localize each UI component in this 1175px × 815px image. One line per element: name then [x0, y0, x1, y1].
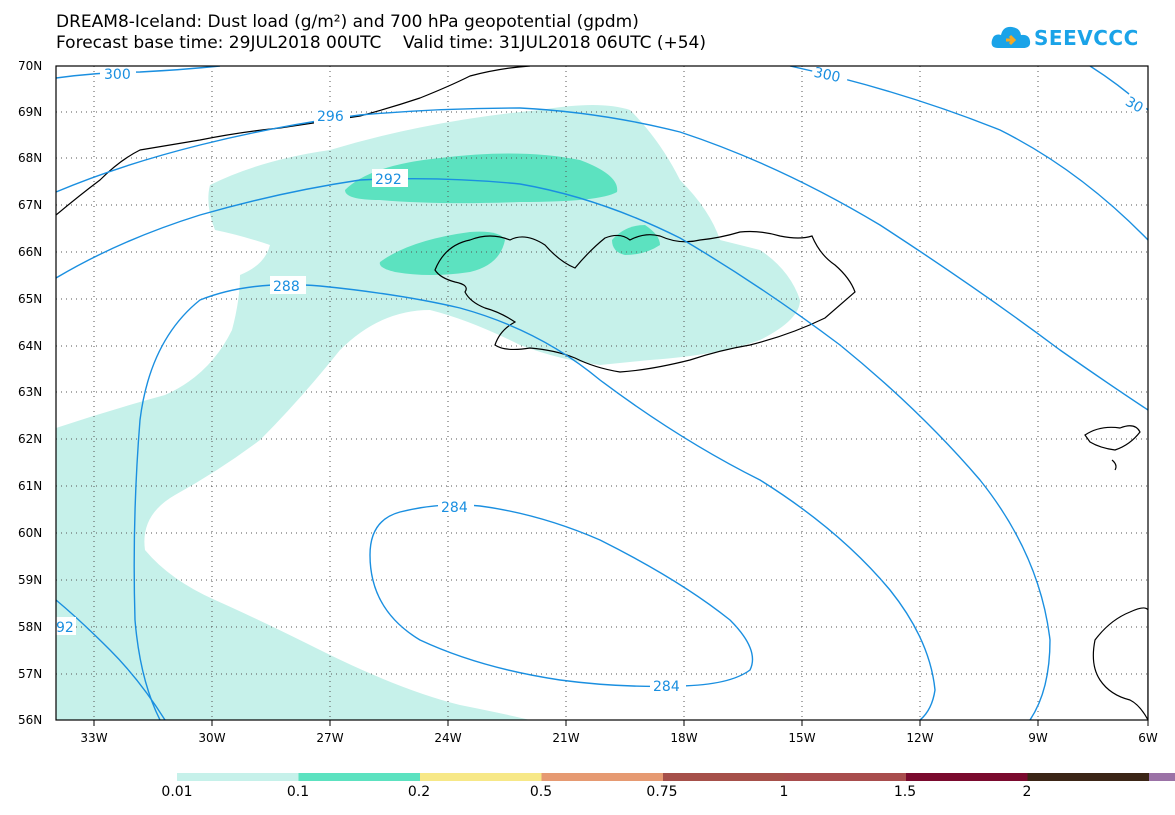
contour-label: 296: [317, 109, 344, 125]
colorbar: [177, 773, 1175, 781]
colorbar-segment: [906, 773, 1028, 781]
geopotential-contours: [56, 66, 1148, 720]
colorbar-label: 0.01: [161, 784, 193, 800]
lon-label: 21W: [552, 731, 579, 745]
lon-label: 12W: [906, 731, 933, 745]
contour-292: [56, 177, 1051, 720]
lon-label: 24W: [434, 731, 461, 745]
graticule: [56, 66, 1148, 720]
colorbar-label: 1: [779, 784, 789, 800]
contour-300-west: [56, 66, 221, 79]
latitude-labels: 70N 69N 68N 67N 66N 65N 64N 63N 62N 61N …: [18, 59, 42, 727]
lat-label: 58N: [18, 620, 42, 634]
contour-292-south: [56, 599, 166, 720]
lat-label: 60N: [18, 526, 42, 540]
colorbar-segment: [177, 773, 299, 781]
lon-label: 6W: [1138, 731, 1158, 745]
dust-area-medium-east: [612, 225, 660, 255]
lat-label: 63N: [18, 385, 42, 399]
colorbar-segment: [298, 773, 421, 781]
lat-label: 65N: [18, 292, 42, 306]
colorbar-label: 0.75: [646, 784, 678, 800]
scotland-coast: [1092, 607, 1148, 720]
lon-label: 27W: [316, 731, 343, 745]
contour-label: 284: [653, 679, 680, 695]
faroe-coast: [1084, 425, 1141, 471]
colorbar-label: 0.1: [286, 784, 310, 800]
lat-label: 59N: [18, 573, 42, 587]
contour-label: 292: [375, 172, 402, 188]
lon-label: 15W: [788, 731, 815, 745]
colorbar-segment: [784, 773, 907, 781]
lat-label: 66N: [18, 245, 42, 259]
lat-label: 70N: [18, 59, 42, 73]
contour-label: 92: [56, 620, 74, 636]
lat-label: 68N: [18, 151, 42, 165]
contour-288: [133, 283, 936, 720]
colorbar-label: 2: [1022, 784, 1032, 800]
colorbar-label: 0.2: [407, 784, 431, 800]
longitude-labels: 33W 30W 27W 24W 21W 18W 15W 12W 9W 6W: [80, 731, 1157, 745]
map-title: DREAM8-Iceland: Dust load (g/m²) and 700…: [56, 12, 639, 32]
logo-text: SEEVCCC: [1034, 26, 1139, 50]
map-frame: [55, 65, 1149, 721]
lon-label: 33W: [80, 731, 107, 745]
contour-label: 284: [441, 500, 468, 516]
contour-label: 300: [812, 65, 841, 86]
contour-labels: 300 300 30 296 292 288 284 284 92: [56, 65, 1148, 695]
lon-label: 30W: [198, 731, 225, 745]
contour-label: 288: [273, 279, 300, 295]
colorbar-segment: [663, 773, 785, 781]
colorbar-label: 0.5: [529, 784, 553, 800]
iceland-coast: [434, 230, 856, 373]
colorbar-label: 1.5: [893, 784, 917, 800]
lon-label: 18W: [670, 731, 697, 745]
seevccc-logo: SEEVCCC: [990, 18, 1160, 58]
dust-area-light: [56, 105, 800, 720]
contour-label: 300: [104, 67, 131, 83]
lat-label: 56N: [18, 713, 42, 727]
colorbar-segment: [1149, 773, 1175, 781]
axis-ticks: [93, 720, 1149, 726]
contour-296: [56, 107, 1148, 411]
contour-label: 30: [1122, 94, 1145, 117]
colorbar-segment: [1027, 773, 1150, 781]
colorbar-segment: [420, 773, 542, 781]
lat-label: 57N: [18, 667, 42, 681]
dust-area-medium-north: [345, 153, 618, 204]
lat-label: 64N: [18, 339, 42, 353]
lat-label: 61N: [18, 479, 42, 493]
contour-300-east: [789, 66, 1148, 241]
lat-label: 62N: [18, 432, 42, 446]
lat-label: 67N: [18, 198, 42, 212]
cloud-logo-icon: [991, 26, 1031, 48]
lon-label: 9W: [1028, 731, 1048, 745]
lat-label: 69N: [18, 105, 42, 119]
forecast-time-subtitle: Forecast base time: 29JUL2018 00UTC Vali…: [56, 33, 706, 53]
contour-284: [369, 504, 754, 688]
colorbar-segment: [541, 773, 664, 781]
dust-area-medium-west: [379, 231, 505, 275]
